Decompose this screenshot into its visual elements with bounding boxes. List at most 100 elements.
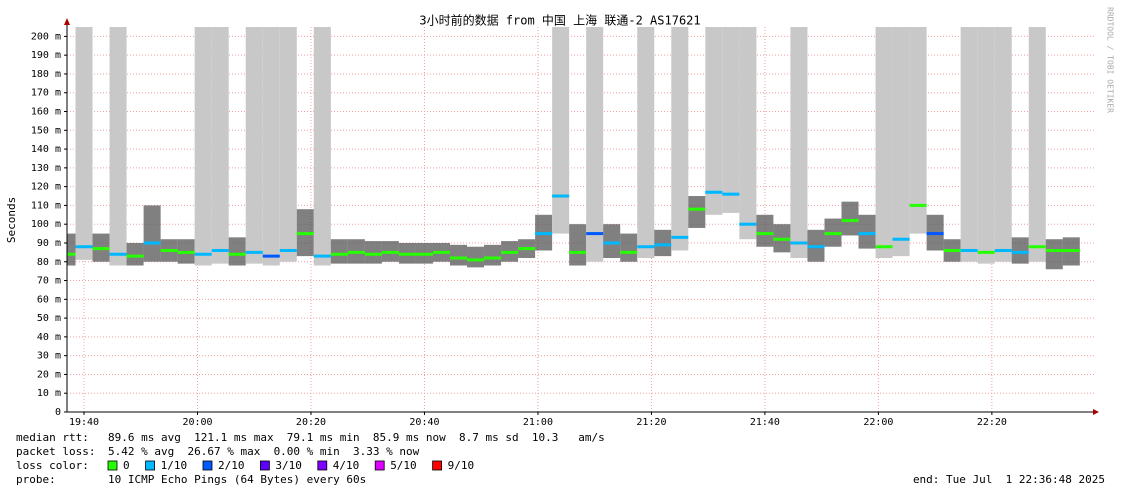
median bbox=[875, 245, 893, 249]
y-tick-label: 150 m bbox=[31, 125, 61, 136]
legend-swatch bbox=[202, 460, 213, 471]
median bbox=[432, 250, 450, 254]
median bbox=[211, 248, 229, 252]
smoke bbox=[569, 224, 587, 266]
smoke bbox=[637, 27, 655, 258]
smoke bbox=[994, 27, 1012, 262]
legend-swatch bbox=[145, 460, 156, 471]
y-tick-label: 20 m bbox=[37, 369, 61, 380]
smoke bbox=[364, 241, 382, 264]
median bbox=[773, 237, 791, 241]
x-tick-label: 22:00 bbox=[863, 417, 893, 428]
smoke bbox=[126, 242, 144, 266]
median bbox=[313, 254, 331, 258]
legend-swatch bbox=[374, 460, 385, 471]
smoke bbox=[245, 27, 263, 264]
chart-title: 3小时前的数据 from 中国 上海 联通-2 AS17621 bbox=[419, 13, 700, 28]
watermark: RRDTOOL / TOBI OETIKER bbox=[1106, 7, 1115, 113]
legend-label: 1/10 bbox=[161, 459, 188, 472]
smoke bbox=[194, 27, 212, 266]
smoke bbox=[841, 201, 859, 236]
y-tick-label: 180 m bbox=[31, 69, 61, 80]
median bbox=[1028, 245, 1046, 249]
legend-label: 2/10 bbox=[218, 459, 245, 472]
smoke bbox=[109, 27, 127, 266]
x-tick-label: 20:00 bbox=[182, 417, 212, 428]
median bbox=[484, 256, 502, 260]
smoke bbox=[1011, 237, 1029, 264]
legend-swatch bbox=[107, 460, 118, 471]
y-tick-label: 30 m bbox=[37, 351, 61, 362]
median bbox=[790, 241, 808, 245]
smoke bbox=[330, 239, 348, 264]
y-tick-label: 70 m bbox=[37, 276, 61, 287]
median bbox=[381, 250, 399, 254]
median bbox=[67, 252, 76, 256]
median bbox=[194, 252, 212, 256]
median bbox=[569, 250, 587, 254]
y-tick-label: 100 m bbox=[31, 219, 61, 230]
smoke bbox=[449, 244, 468, 266]
plot-area bbox=[67, 27, 1080, 270]
legend-swatch bbox=[317, 460, 328, 471]
smoke bbox=[279, 27, 297, 262]
median bbox=[92, 247, 110, 251]
y-tick-label: 160 m bbox=[31, 107, 61, 118]
y-axis-label: Seconds bbox=[5, 197, 18, 243]
smoke bbox=[1028, 27, 1046, 262]
smoke bbox=[909, 27, 927, 234]
y-tick-label: 200 m bbox=[31, 31, 61, 42]
median bbox=[1062, 248, 1080, 252]
legend-label: 4/10 bbox=[333, 459, 360, 472]
median bbox=[603, 241, 621, 245]
median bbox=[807, 245, 825, 249]
median bbox=[467, 258, 485, 262]
median bbox=[926, 232, 944, 236]
smoke bbox=[211, 27, 229, 264]
smoke bbox=[705, 27, 723, 215]
smoke bbox=[756, 214, 774, 247]
median bbox=[501, 250, 519, 254]
median bbox=[160, 248, 178, 252]
median bbox=[858, 232, 876, 236]
smoke bbox=[875, 27, 893, 258]
smoke bbox=[262, 27, 280, 266]
median bbox=[449, 256, 468, 260]
smoke bbox=[484, 244, 502, 266]
median bbox=[756, 232, 774, 236]
legend-label: 9/10 bbox=[448, 459, 475, 472]
probe-label: probe: bbox=[16, 473, 56, 486]
smoke bbox=[858, 214, 876, 249]
smoke bbox=[688, 196, 706, 228]
median bbox=[705, 190, 723, 194]
median bbox=[977, 250, 995, 254]
x-tick-label: 22:20 bbox=[977, 417, 1007, 428]
median bbox=[943, 248, 961, 252]
smoke bbox=[75, 27, 93, 260]
legend-swatch bbox=[432, 460, 443, 471]
median bbox=[892, 237, 910, 241]
x-tick-label: 20:20 bbox=[296, 417, 326, 428]
median bbox=[143, 241, 161, 245]
median bbox=[654, 243, 672, 247]
axis-arrow bbox=[64, 18, 70, 25]
axis-arrow bbox=[1093, 409, 1099, 415]
smoke bbox=[603, 224, 621, 258]
smoke bbox=[228, 237, 246, 266]
median bbox=[722, 192, 740, 196]
median bbox=[330, 252, 348, 256]
x-tick-label: 19:40 bbox=[69, 417, 99, 428]
median bbox=[228, 252, 246, 256]
smoke bbox=[960, 27, 978, 262]
median bbox=[688, 207, 706, 211]
smoke bbox=[620, 233, 638, 262]
smoke bbox=[1045, 239, 1063, 270]
median bbox=[909, 203, 927, 207]
y-tick-label: 110 m bbox=[31, 200, 61, 211]
y-tick-label: 10 m bbox=[37, 388, 61, 399]
median bbox=[637, 245, 655, 249]
stat-label: median rtt: bbox=[16, 431, 89, 444]
x-tick-label: 20:40 bbox=[409, 417, 439, 428]
smoke bbox=[313, 27, 331, 266]
